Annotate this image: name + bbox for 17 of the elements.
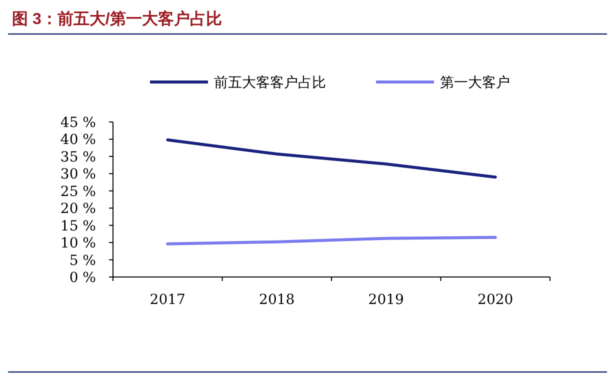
title: 图 3：前五大/第一大客户占比 xyxy=(12,11,222,28)
x-tick-label: 2020 xyxy=(478,292,514,308)
y-tick-label: 5 % xyxy=(69,252,96,269)
y-tick-label: 0 % xyxy=(69,270,96,286)
legend-label: 第一大客户 xyxy=(440,74,510,90)
x-tick-label: 2018 xyxy=(259,292,295,308)
x-tick-label: 2017 xyxy=(150,292,186,308)
y-tick-label: 30 % xyxy=(60,166,96,183)
y-tick-label: 20 % xyxy=(60,201,96,218)
x-tick-label: 2019 xyxy=(368,292,404,308)
legend-label: 前五大客客户占比 xyxy=(214,74,326,90)
y-tick-label: 35 % xyxy=(60,149,96,166)
y-tick-label: 40 % xyxy=(60,132,96,148)
y-tick-label: 15 % xyxy=(60,218,96,234)
y-tick-label: 25 % xyxy=(60,184,96,200)
y-tick-label: 10 % xyxy=(60,236,96,252)
y-tick-label: 45 % xyxy=(60,115,96,131)
